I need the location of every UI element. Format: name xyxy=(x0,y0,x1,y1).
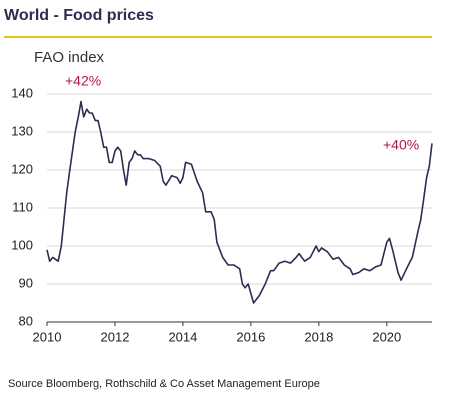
x-tick-label: 2018 xyxy=(304,329,333,344)
y-tick-label: 110 xyxy=(12,199,33,214)
y-tick-label: 140 xyxy=(11,85,33,100)
x-tick-label: 2012 xyxy=(101,329,130,344)
annotation: +42% xyxy=(65,73,101,89)
y-tick-label: 80 xyxy=(19,313,33,328)
y-tick-label: 130 xyxy=(11,123,33,138)
x-tick-label: 2014 xyxy=(168,329,197,344)
y-tick-label: 90 xyxy=(19,275,33,290)
x-tick-label: 2020 xyxy=(372,329,401,344)
chart-title: World - Food prices xyxy=(4,7,154,24)
y-tick-label: 100 xyxy=(11,237,33,252)
x-tick-label: 2016 xyxy=(236,329,265,344)
x-tick-label: 2010 xyxy=(33,329,62,344)
annotation: +40% xyxy=(383,137,419,153)
subtitle: FAO index xyxy=(34,49,105,66)
source: Source Bloomberg, Rothschild & Co Asset … xyxy=(8,378,320,390)
data-line xyxy=(46,100,433,304)
y-tick-label: 120 xyxy=(11,161,33,176)
